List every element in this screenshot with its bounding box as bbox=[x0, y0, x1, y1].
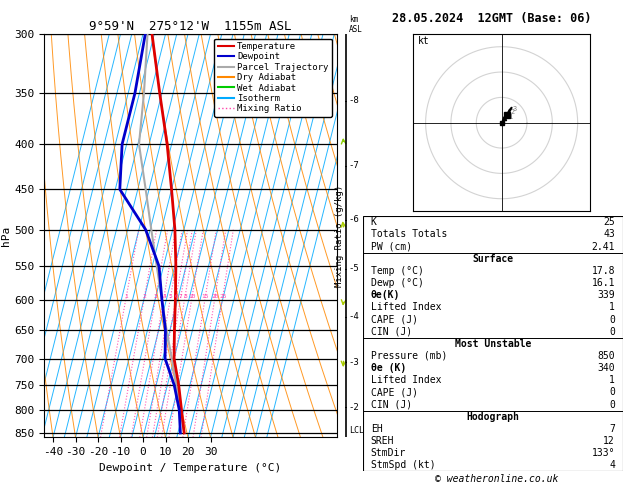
Text: 4: 4 bbox=[609, 460, 615, 470]
Text: 6: 6 bbox=[174, 294, 178, 299]
Text: LCL: LCL bbox=[348, 426, 364, 435]
Text: 43: 43 bbox=[603, 229, 615, 240]
Text: 2: 2 bbox=[511, 109, 515, 115]
Text: StmDir: StmDir bbox=[370, 448, 406, 458]
Text: 0: 0 bbox=[609, 314, 615, 325]
Text: CAPE (J): CAPE (J) bbox=[370, 387, 418, 398]
Text: EH: EH bbox=[370, 424, 382, 434]
Text: -4: -4 bbox=[348, 312, 359, 321]
Text: Temp (°C): Temp (°C) bbox=[370, 266, 423, 276]
Text: 133°: 133° bbox=[591, 448, 615, 458]
Text: 12: 12 bbox=[603, 436, 615, 446]
Text: θe (K): θe (K) bbox=[370, 363, 406, 373]
Text: 3: 3 bbox=[513, 106, 517, 112]
Text: Most Unstable: Most Unstable bbox=[455, 339, 531, 349]
Text: 340: 340 bbox=[598, 363, 615, 373]
Text: 1: 1 bbox=[508, 114, 512, 120]
Text: Hodograph: Hodograph bbox=[466, 412, 520, 422]
Text: CAPE (J): CAPE (J) bbox=[370, 314, 418, 325]
Text: 16.1: 16.1 bbox=[591, 278, 615, 288]
Text: 0: 0 bbox=[609, 387, 615, 398]
Text: Dewp (°C): Dewp (°C) bbox=[370, 278, 423, 288]
Text: 1: 1 bbox=[125, 294, 128, 299]
Text: CIN (J): CIN (J) bbox=[370, 327, 412, 337]
Text: 25: 25 bbox=[603, 217, 615, 227]
Text: K: K bbox=[370, 217, 377, 227]
Text: Pressure (mb): Pressure (mb) bbox=[370, 351, 447, 361]
Y-axis label: hPa: hPa bbox=[1, 226, 11, 246]
Text: 0: 0 bbox=[609, 399, 615, 410]
Title: 9°59'N  275°12'W  1155m ASL: 9°59'N 275°12'W 1155m ASL bbox=[89, 20, 291, 33]
Text: 20: 20 bbox=[211, 294, 219, 299]
Text: 1: 1 bbox=[609, 375, 615, 385]
Text: 28.05.2024  12GMT (Base: 06): 28.05.2024 12GMT (Base: 06) bbox=[392, 12, 592, 25]
Text: PW (cm): PW (cm) bbox=[370, 242, 412, 252]
Text: 7: 7 bbox=[609, 424, 615, 434]
Text: 5: 5 bbox=[169, 294, 172, 299]
Text: -7: -7 bbox=[348, 161, 359, 170]
Text: -2: -2 bbox=[348, 403, 359, 412]
Text: 25: 25 bbox=[219, 294, 226, 299]
Text: Totals Totals: Totals Totals bbox=[370, 229, 447, 240]
Text: 3: 3 bbox=[154, 294, 158, 299]
Text: 2: 2 bbox=[143, 294, 147, 299]
Text: Lifted Index: Lifted Index bbox=[370, 302, 441, 312]
Text: 7: 7 bbox=[179, 294, 183, 299]
Text: 1: 1 bbox=[609, 302, 615, 312]
Text: 4: 4 bbox=[162, 294, 166, 299]
Text: -6: -6 bbox=[348, 215, 359, 224]
Text: 850: 850 bbox=[598, 351, 615, 361]
Text: -5: -5 bbox=[348, 264, 359, 274]
Legend: Temperature, Dewpoint, Parcel Trajectory, Dry Adiabat, Wet Adiabat, Isotherm, Mi: Temperature, Dewpoint, Parcel Trajectory… bbox=[214, 38, 332, 117]
Text: Surface: Surface bbox=[472, 254, 513, 264]
Text: -3: -3 bbox=[348, 358, 359, 367]
Text: θe(K): θe(K) bbox=[370, 290, 400, 300]
Text: 17.8: 17.8 bbox=[591, 266, 615, 276]
Text: © weatheronline.co.uk: © weatheronline.co.uk bbox=[435, 473, 559, 484]
Text: 2.41: 2.41 bbox=[591, 242, 615, 252]
Text: CIN (J): CIN (J) bbox=[370, 399, 412, 410]
Text: km
ASL: km ASL bbox=[348, 15, 362, 34]
Text: StmSpd (kt): StmSpd (kt) bbox=[370, 460, 435, 470]
Text: Lifted Index: Lifted Index bbox=[370, 375, 441, 385]
Text: Mixing Ratio (g/kg): Mixing Ratio (g/kg) bbox=[335, 185, 344, 287]
Text: 0: 0 bbox=[609, 327, 615, 337]
Text: 15: 15 bbox=[202, 294, 209, 299]
Text: 10: 10 bbox=[189, 294, 196, 299]
X-axis label: Dewpoint / Temperature (°C): Dewpoint / Temperature (°C) bbox=[99, 463, 281, 473]
Text: 339: 339 bbox=[598, 290, 615, 300]
Text: SREH: SREH bbox=[370, 436, 394, 446]
Text: kt: kt bbox=[418, 36, 430, 46]
Text: 8: 8 bbox=[183, 294, 187, 299]
Text: -8: -8 bbox=[348, 96, 359, 105]
